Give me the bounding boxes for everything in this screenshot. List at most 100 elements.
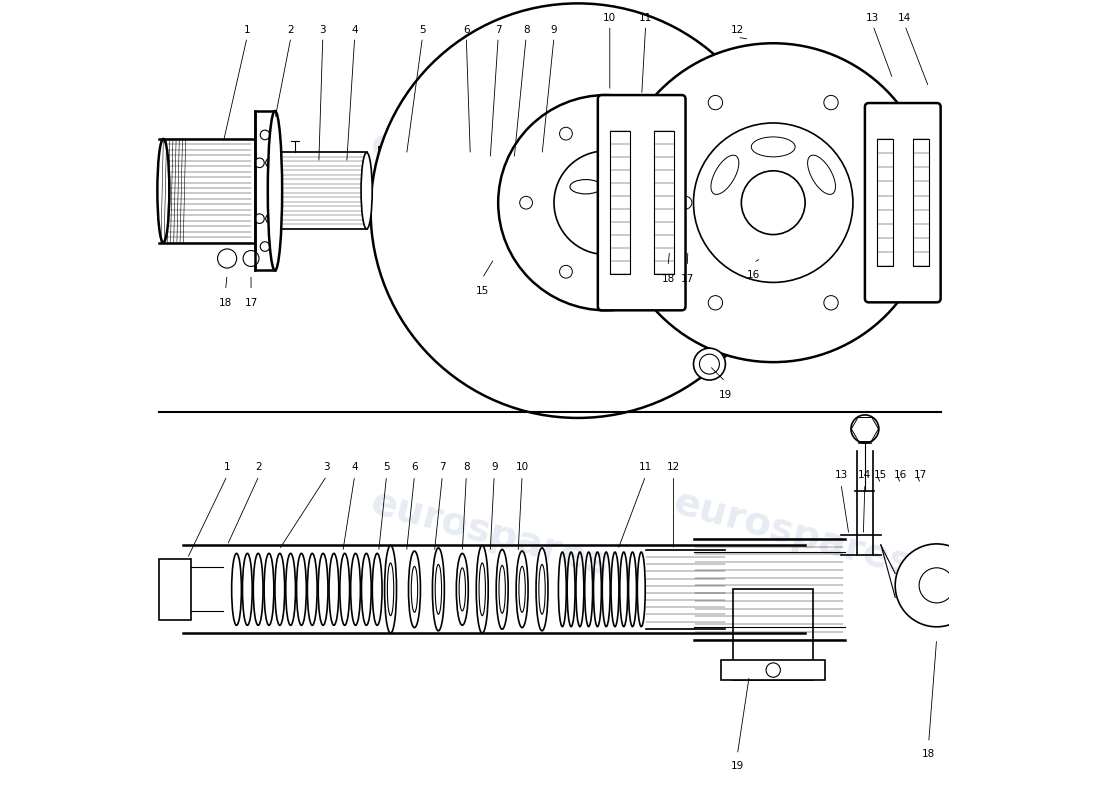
Bar	[160, 558, 191, 620]
Ellipse shape	[851, 415, 879, 443]
Text: 9: 9	[491, 462, 497, 472]
Circle shape	[639, 266, 652, 278]
Circle shape	[255, 158, 264, 168]
Ellipse shape	[807, 155, 836, 194]
Text: eurospares: eurospares	[366, 124, 614, 225]
Ellipse shape	[408, 551, 420, 628]
Text: 5: 5	[383, 462, 389, 472]
Ellipse shape	[478, 563, 485, 616]
Circle shape	[218, 249, 236, 268]
Text: eurospares: eurospares	[366, 483, 614, 583]
Bar	[609, 131, 629, 274]
Ellipse shape	[570, 179, 602, 194]
Text: 13: 13	[835, 470, 848, 480]
Ellipse shape	[711, 155, 739, 194]
Text: 10: 10	[516, 462, 529, 472]
Text: 1: 1	[244, 25, 251, 35]
Circle shape	[554, 151, 658, 254]
Ellipse shape	[700, 354, 719, 374]
Circle shape	[266, 158, 275, 168]
Circle shape	[243, 250, 258, 266]
Bar	[255, 111, 275, 270]
Circle shape	[650, 195, 664, 210]
FancyBboxPatch shape	[865, 103, 940, 302]
Circle shape	[261, 242, 270, 251]
Text: 2: 2	[287, 25, 294, 35]
Text: 11: 11	[639, 462, 652, 472]
Ellipse shape	[385, 546, 396, 633]
Text: 16: 16	[747, 270, 760, 281]
Circle shape	[881, 195, 896, 210]
Circle shape	[255, 214, 264, 223]
Circle shape	[824, 95, 838, 110]
Text: 12: 12	[730, 25, 744, 35]
Ellipse shape	[157, 139, 169, 242]
Ellipse shape	[432, 548, 444, 630]
Ellipse shape	[751, 137, 795, 157]
Text: 16: 16	[894, 470, 908, 480]
Circle shape	[766, 663, 780, 678]
Ellipse shape	[459, 568, 465, 611]
Bar	[722, 660, 825, 680]
Text: 15: 15	[475, 286, 488, 296]
Ellipse shape	[267, 111, 282, 270]
FancyBboxPatch shape	[597, 95, 685, 310]
Text: 4: 4	[351, 25, 358, 35]
Circle shape	[679, 196, 692, 209]
Text: 10: 10	[603, 13, 616, 23]
Circle shape	[614, 43, 933, 362]
Text: 11: 11	[639, 13, 652, 23]
Text: 17: 17	[244, 298, 257, 308]
Circle shape	[266, 214, 275, 223]
Text: 2: 2	[255, 462, 262, 472]
Text: 18: 18	[922, 749, 935, 759]
Text: 14: 14	[898, 13, 912, 23]
Circle shape	[639, 127, 652, 140]
Text: 8: 8	[463, 462, 470, 472]
Bar	[913, 139, 928, 266]
Text: 14: 14	[858, 470, 871, 480]
Text: 18: 18	[219, 298, 232, 308]
Ellipse shape	[496, 550, 508, 630]
Bar	[877, 139, 893, 266]
Text: 19: 19	[718, 390, 732, 400]
Text: 6: 6	[411, 462, 418, 472]
Text: 1: 1	[223, 462, 230, 472]
Ellipse shape	[536, 548, 548, 630]
Ellipse shape	[693, 348, 725, 380]
Ellipse shape	[476, 546, 488, 633]
Ellipse shape	[499, 566, 505, 614]
Ellipse shape	[436, 565, 441, 614]
Circle shape	[498, 95, 714, 310]
Bar	[653, 131, 673, 274]
Text: eurospares: eurospares	[670, 483, 916, 583]
Circle shape	[371, 3, 785, 418]
Circle shape	[708, 296, 723, 310]
Text: 7: 7	[495, 25, 502, 35]
Text: 8: 8	[522, 25, 529, 35]
Text: eurospares: eurospares	[670, 124, 916, 225]
Text: 17: 17	[681, 274, 694, 285]
Text: 15: 15	[874, 470, 888, 480]
Ellipse shape	[519, 566, 526, 612]
Circle shape	[261, 130, 270, 140]
Text: 3: 3	[323, 462, 330, 472]
Circle shape	[560, 127, 572, 140]
Text: 3: 3	[319, 25, 326, 35]
Text: 7: 7	[439, 462, 446, 472]
Ellipse shape	[411, 566, 418, 612]
Ellipse shape	[387, 563, 394, 616]
Text: 17: 17	[914, 470, 927, 480]
Circle shape	[920, 568, 954, 603]
Circle shape	[708, 95, 723, 110]
Circle shape	[895, 544, 978, 627]
Ellipse shape	[516, 551, 528, 628]
Circle shape	[741, 170, 805, 234]
Text: 9: 9	[551, 25, 558, 35]
Text: 4: 4	[351, 462, 358, 472]
Circle shape	[824, 296, 838, 310]
Ellipse shape	[361, 153, 372, 229]
Ellipse shape	[539, 565, 546, 614]
Circle shape	[560, 266, 572, 278]
Bar	[734, 590, 813, 680]
